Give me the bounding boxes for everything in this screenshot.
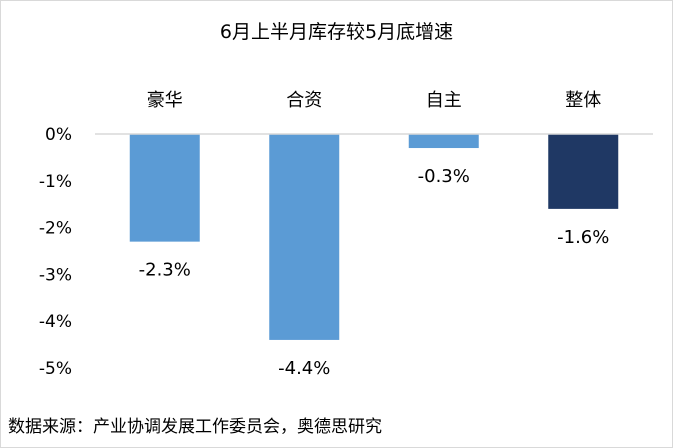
data-label: -2.3%	[139, 260, 191, 281]
data-label: -1.6%	[557, 227, 609, 248]
bar-0	[129, 134, 200, 242]
bar-3	[548, 134, 619, 209]
y-tick-label: -3%	[39, 265, 72, 285]
data-label: -0.3%	[418, 166, 470, 187]
category-label: 豪华	[147, 90, 183, 111]
y-tick-label: -5%	[39, 359, 72, 379]
data-label: -4.4%	[278, 358, 330, 379]
bar-1	[269, 134, 340, 340]
category-label: 整体	[565, 90, 601, 111]
y-tick-label: -2%	[39, 219, 72, 239]
source-note: 数据来源：产业协调发展工作委员会，奥德思研究	[8, 417, 382, 437]
bar-2	[408, 134, 479, 149]
chart-title: 6月上半月库存较5月底增速	[219, 21, 454, 43]
y-tick-label: -1%	[39, 172, 72, 192]
category-label: 自主	[426, 90, 462, 111]
category-label: 合资	[286, 90, 322, 111]
y-tick-label: -4%	[39, 312, 72, 332]
y-tick-label: 0%	[45, 125, 72, 145]
